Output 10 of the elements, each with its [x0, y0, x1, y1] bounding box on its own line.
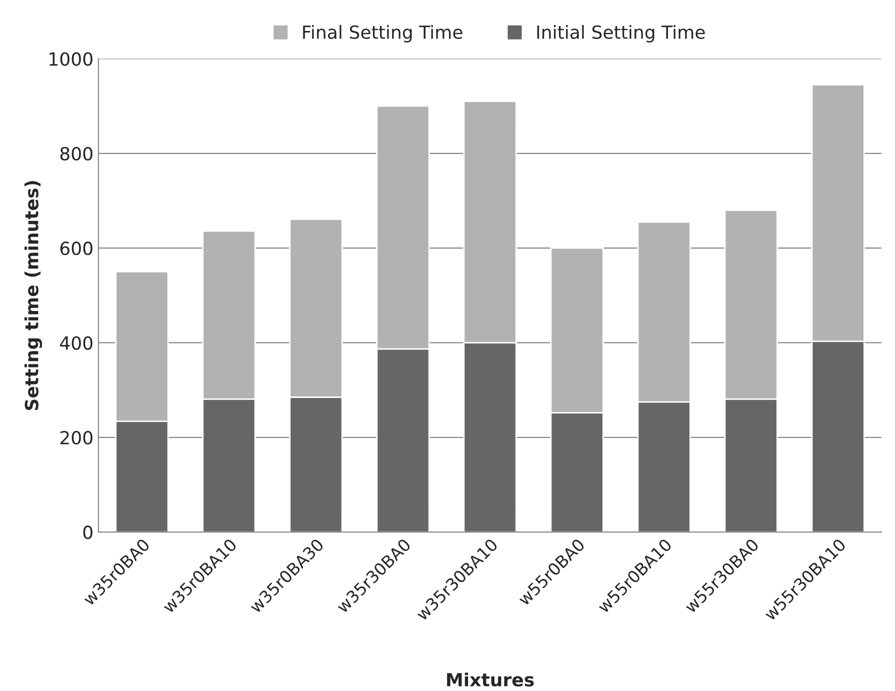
legend-label: Initial Setting Time [537, 25, 705, 42]
x-axis-title: Mixtures [447, 672, 534, 687]
y-tick-label: 400 [60, 336, 92, 350]
y-tick-label: 800 [60, 146, 92, 161]
y-tick-label: 0 [83, 526, 92, 540]
legend-label: Final Setting Time [303, 25, 462, 42]
y-tick-label: 200 [60, 430, 92, 445]
y-tick-label: 600 [60, 242, 92, 256]
y-axis-title: Setting time (minutes) [24, 181, 42, 410]
y-tick-label: 1000 [50, 52, 92, 66]
